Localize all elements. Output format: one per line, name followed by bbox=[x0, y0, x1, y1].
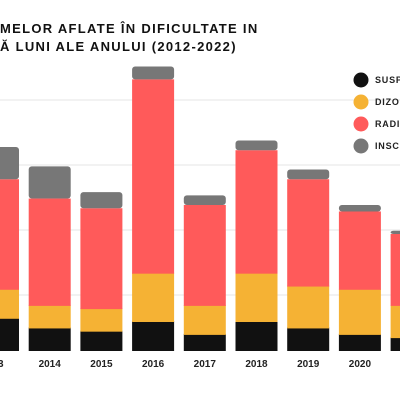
chart-title: MELOR AFLATE ÎN DIFICULTATE IN Ă LUNI AL… bbox=[0, 20, 300, 56]
bar-segment-insc bbox=[287, 169, 330, 180]
legend-label-radi: RADI bbox=[375, 119, 400, 129]
bar-segment-insc bbox=[390, 230, 400, 234]
bar-segment-insc bbox=[0, 147, 19, 180]
bar-segment-radi bbox=[80, 208, 123, 310]
bar-segment-dizoi bbox=[132, 272, 175, 322]
bar-segment-dizoi bbox=[338, 288, 381, 335]
bar-segment-insc bbox=[28, 166, 71, 199]
legend-swatch-insc bbox=[353, 138, 369, 154]
bar-segment-susp bbox=[80, 330, 123, 351]
x-tick-label: 2014 bbox=[39, 359, 62, 370]
bar-segment-dizoi bbox=[80, 308, 123, 332]
bar-segment-dizoi bbox=[0, 288, 19, 319]
bar-segment-dizoi bbox=[287, 285, 330, 329]
x-tick-label: 2020 bbox=[349, 359, 372, 370]
bar-group-13 bbox=[0, 147, 19, 351]
bar-segment-radi bbox=[390, 234, 400, 306]
bar-segment-susp bbox=[287, 327, 330, 351]
bar-group-2018 bbox=[235, 140, 278, 351]
bar-group-2015 bbox=[80, 192, 123, 351]
bar-group-2017 bbox=[183, 195, 226, 351]
bar-groups bbox=[0, 66, 400, 351]
bar-group-2016 bbox=[132, 66, 175, 351]
bar-segment-susp bbox=[390, 337, 400, 351]
bar-segment-radi bbox=[287, 179, 330, 287]
x-tick-label: 2016 bbox=[142, 359, 165, 370]
legend: SUSP DIZOI RADI INSC bbox=[353, 72, 400, 154]
bar-segment-radi bbox=[132, 79, 175, 274]
bar-group-partial bbox=[390, 230, 400, 351]
bar-segment-radi bbox=[0, 179, 19, 290]
bar-segment-susp bbox=[235, 321, 278, 351]
bar-segment-susp bbox=[132, 321, 175, 351]
chart-title-line-1: MELOR AFLATE ÎN DIFICULTATE IN bbox=[0, 21, 259, 36]
bar-segment-insc bbox=[338, 205, 381, 212]
legend-swatch-radi bbox=[353, 116, 369, 132]
bar-segment-radi bbox=[183, 205, 226, 306]
bar-segment-susp bbox=[183, 333, 226, 351]
legend-label-dizoi: DIZOI bbox=[375, 97, 400, 107]
x-tick-label: 2015 bbox=[90, 359, 113, 370]
chart-title-line-2: Ă LUNI ALE ANULUI (2012-2022) bbox=[0, 39, 237, 54]
bar-group-2020 bbox=[338, 205, 381, 351]
bar-segment-insc bbox=[80, 192, 123, 209]
bar-segment-dizoi bbox=[183, 304, 226, 335]
legend-swatch-dizoi bbox=[353, 94, 369, 110]
bar-group-2014 bbox=[28, 166, 71, 351]
bar-segment-insc bbox=[183, 195, 226, 205]
bar-segment-radi bbox=[28, 198, 71, 306]
bar-segment-radi bbox=[338, 211, 381, 290]
bar-segment-insc bbox=[132, 66, 175, 80]
bar-segment-dizoi bbox=[28, 304, 71, 329]
x-tick-label: 2019 bbox=[297, 359, 320, 370]
bar-segment-insc bbox=[235, 140, 278, 151]
bar-segment-dizoi bbox=[390, 304, 400, 339]
bar-group-2019 bbox=[287, 169, 330, 351]
bar-segment-radi bbox=[235, 150, 278, 274]
x-tick-label: 2018 bbox=[245, 359, 268, 370]
x-axis-tick-labels: 13 2014 2015 2016 2017 2018 2019 2020 bbox=[0, 359, 371, 370]
bar-segment-susp bbox=[28, 327, 71, 351]
legend-swatch-susp bbox=[353, 72, 369, 88]
legend-label-susp: SUSP bbox=[375, 75, 400, 85]
x-tick-label: 13 bbox=[0, 359, 4, 370]
legend-label-insc: INSC bbox=[375, 141, 400, 151]
bar-segment-susp bbox=[0, 317, 19, 351]
bar-segment-dizoi bbox=[235, 272, 278, 322]
bar-segment-susp bbox=[338, 333, 381, 351]
x-tick-label: 2017 bbox=[194, 359, 217, 370]
